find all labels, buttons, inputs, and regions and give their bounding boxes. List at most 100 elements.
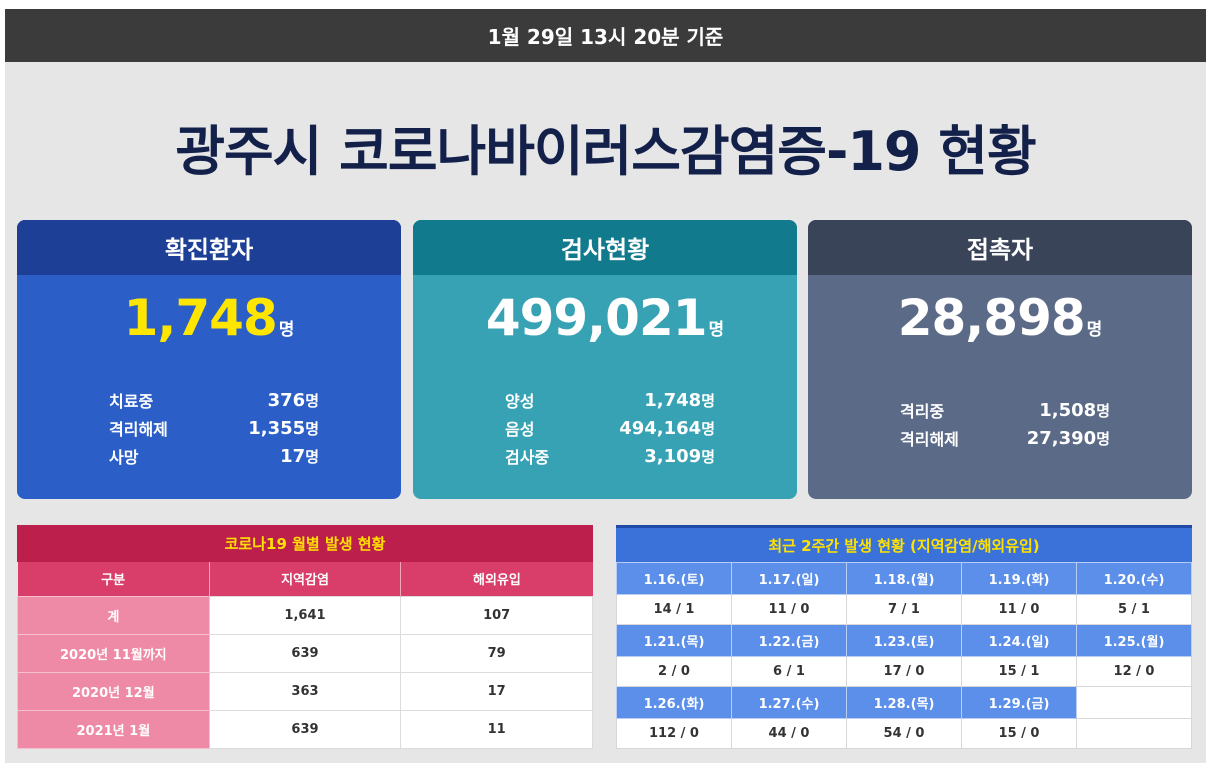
monthly-table: 코로나19 월별 발생 현황 구분 지역감염 해외유입 계 1,641 107 … — [17, 525, 593, 749]
confirmed-total-unit: 명 — [278, 320, 295, 340]
stat-row: 양성 1,748명 — [505, 386, 715, 414]
value-row: 2 / 0 6 / 1 17 / 0 15 / 1 12 / 0 — [616, 656, 1192, 687]
timestamp-bar: 1월 29일 13시 20분 기준 — [5, 9, 1206, 62]
value-row: 112 / 0 44 / 0 54 / 0 15 / 0 — [616, 718, 1192, 749]
table-cell: 1,641 — [208, 595, 402, 635]
stat-label: 검사중 — [505, 448, 550, 467]
date-cell: 1.24.(일) — [961, 624, 1077, 657]
date-cell: 1.25.(월) — [1076, 624, 1192, 657]
date-row: 1.26.(화) 1.27.(수) 1.28.(목) 1.29.(금) — [616, 686, 1192, 719]
stat-row: 음성 494,164명 — [505, 414, 715, 442]
value-cell: 12 / 0 — [1076, 656, 1192, 687]
value-cell: 54 / 0 — [846, 718, 962, 749]
confirmed-total-value: 1,748 — [123, 289, 278, 347]
recent-caption: 최근 2주간 발생 현황 (지역감염/해외유입) — [616, 525, 1192, 562]
stat-label: 격리해제 — [900, 430, 959, 449]
row-header: 2020년 12월 — [17, 671, 210, 711]
date-row: 1.21.(목) 1.22.(금) 1.23.(토) 1.24.(일) 1.25… — [616, 624, 1192, 657]
date-cell: 1.22.(금) — [731, 624, 847, 657]
date-cell: 1.27.(수) — [731, 686, 847, 719]
stat-unit: 명 — [305, 391, 319, 410]
column-header: 지역감염 — [209, 562, 402, 596]
table-row: 2020년 12월 363 17 — [17, 671, 593, 711]
testing-total-value: 499,021 — [485, 289, 708, 347]
stat-label: 사망 — [109, 448, 139, 467]
row-header: 계 — [17, 595, 210, 635]
value-cell: 11 / 0 — [731, 594, 847, 625]
date-cell: 1.18.(월) — [846, 562, 962, 595]
value-cell: 7 / 1 — [846, 594, 962, 625]
monthly-caption: 코로나19 월별 발생 현황 — [17, 525, 593, 562]
empty-cell — [1076, 718, 1192, 749]
timestamp-text: 1월 29일 13시 20분 기준 — [487, 25, 724, 49]
table-cell: 17 — [400, 671, 593, 711]
stat-unit: 명 — [701, 419, 715, 438]
value-row: 14 / 1 11 / 0 7 / 1 11 / 0 5 / 1 — [616, 594, 1192, 625]
testing-total-unit: 명 — [708, 320, 725, 340]
table-row: 2020년 11월까지 639 79 — [17, 633, 593, 673]
date-cell: 1.29.(금) — [961, 686, 1077, 719]
value-cell: 11 / 0 — [961, 594, 1077, 625]
row-header: 2020년 11월까지 — [17, 633, 210, 673]
testing-stats: 양성 1,748명 음성 494,164명 검사중 3,109명 — [505, 386, 715, 470]
table-row: 2021년 1월 639 11 — [17, 709, 593, 749]
value-cell: 14 / 1 — [616, 594, 732, 625]
stat-value: 17 — [280, 445, 306, 467]
recent-table: 최근 2주간 발생 현황 (지역감염/해외유입) 1.16.(토) 1.17.(… — [616, 525, 1192, 749]
empty-cell — [1076, 686, 1192, 719]
stat-row: 사망 17명 — [109, 442, 319, 470]
table-cell: 79 — [400, 633, 593, 673]
stat-unit: 명 — [305, 419, 319, 438]
stat-label: 격리해제 — [109, 420, 168, 439]
table-cell: 363 — [208, 671, 402, 711]
date-cell: 1.23.(토) — [846, 624, 962, 657]
value-cell: 6 / 1 — [731, 656, 847, 687]
contacts-card-title: 접촉자 — [808, 220, 1192, 275]
stat-label: 치료중 — [109, 392, 154, 411]
stat-value: 3,109 — [644, 445, 702, 467]
value-cell: 15 / 0 — [961, 718, 1077, 749]
value-cell: 17 / 0 — [846, 656, 962, 687]
stat-value: 494,164 — [619, 417, 702, 439]
contacts-card: 접촉자 28,898 명 격리중 1,508명 격리해제 27,390명 — [808, 220, 1192, 499]
stat-unit: 명 — [1096, 401, 1110, 420]
confirmed-total: 1,748 명 — [17, 289, 401, 347]
confirmed-card: 확진환자 1,748 명 치료중 376명 격리해제 1,355명 사망 17명 — [17, 220, 401, 499]
stat-value: 1,748 — [644, 389, 702, 411]
value-cell: 2 / 0 — [616, 656, 732, 687]
page-title: 광주시 코로나바이러스감염증-19 현황 — [175, 120, 1036, 183]
table-row: 계 1,641 107 — [17, 595, 593, 635]
stat-label: 격리중 — [900, 402, 945, 421]
value-cell: 5 / 1 — [1076, 594, 1192, 625]
table-header-row: 구분 지역감염 해외유입 — [17, 562, 593, 596]
table-cell: 11 — [400, 709, 593, 749]
stat-value: 1,355 — [248, 417, 306, 439]
stat-row: 격리해제 1,355명 — [109, 414, 319, 442]
column-header: 해외유입 — [400, 562, 593, 596]
date-cell: 1.26.(화) — [616, 686, 732, 719]
date-cell: 1.28.(목) — [846, 686, 962, 719]
date-row: 1.16.(토) 1.17.(일) 1.18.(월) 1.19.(화) 1.20… — [616, 562, 1192, 595]
stat-row: 격리중 1,508명 — [900, 396, 1110, 424]
value-cell: 15 / 1 — [961, 656, 1077, 687]
confirmed-stats: 치료중 376명 격리해제 1,355명 사망 17명 — [109, 386, 319, 470]
testing-card-title: 검사현황 — [413, 220, 797, 275]
stat-unit: 명 — [701, 447, 715, 466]
date-cell: 1.16.(토) — [616, 562, 732, 595]
stat-unit: 명 — [305, 447, 319, 466]
stat-label: 양성 — [505, 392, 535, 411]
stat-row: 격리해제 27,390명 — [900, 424, 1110, 452]
table-cell: 639 — [208, 633, 402, 673]
row-header: 2021년 1월 — [17, 709, 210, 749]
contacts-stats: 격리중 1,508명 격리해제 27,390명 — [900, 396, 1110, 452]
date-cell: 1.17.(일) — [731, 562, 847, 595]
stat-label: 음성 — [505, 420, 535, 439]
date-cell: 1.21.(목) — [616, 624, 732, 657]
confirmed-card-title: 확진환자 — [17, 220, 401, 275]
contacts-total-value: 28,898 — [897, 289, 1086, 347]
value-cell: 44 / 0 — [731, 718, 847, 749]
table-cell: 639 — [208, 709, 402, 749]
date-cell: 1.20.(수) — [1076, 562, 1192, 595]
contacts-total-unit: 명 — [1086, 320, 1103, 340]
stat-value: 376 — [267, 389, 306, 411]
